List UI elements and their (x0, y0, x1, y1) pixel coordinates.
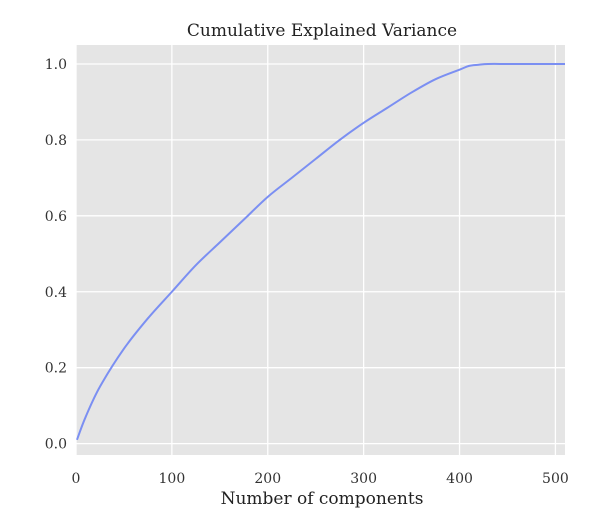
x-axis-label: Number of components (221, 489, 424, 509)
x-tick-label: 400 (446, 471, 473, 487)
x-tick-label: 100 (159, 471, 186, 487)
grid-lines (75, 45, 565, 455)
y-tick-label: 1.0 (45, 57, 67, 73)
tick-labels: 0 100 200 300 400 500 0.0 0.2 0.4 0.6 0.8 1.0 (45, 57, 569, 487)
series-line (76, 62, 565, 441)
chart-title: Cumulative Explained Variance (187, 21, 457, 41)
series-group (76, 62, 565, 441)
y-tick-label: 0.8 (45, 133, 67, 149)
x-tick-label: 500 (542, 471, 569, 487)
y-tick-label: 0.6 (45, 209, 67, 225)
plot-area (76, 45, 565, 455)
x-tick-label: 300 (350, 471, 377, 487)
x-tick-label: 0 (72, 471, 81, 487)
x-tick-label: 200 (254, 471, 281, 487)
y-tick-label: 0.0 (45, 437, 67, 453)
y-tick-label: 0.2 (45, 361, 67, 377)
y-tick-label: 0.4 (45, 285, 67, 301)
